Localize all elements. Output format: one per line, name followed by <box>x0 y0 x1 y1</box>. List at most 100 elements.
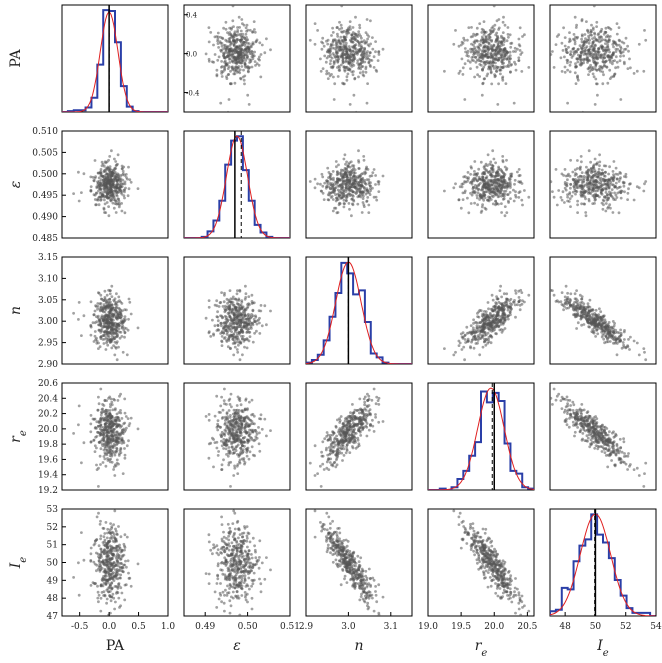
sample-point <box>259 75 263 79</box>
sample-point <box>331 26 334 30</box>
sample-point <box>344 44 348 47</box>
sample-point <box>547 180 550 183</box>
sample-point <box>118 187 122 191</box>
sample-point <box>497 325 500 329</box>
sample-point <box>566 178 569 182</box>
sample-point <box>345 198 348 202</box>
sample-point <box>96 316 100 320</box>
sample-point <box>243 338 247 342</box>
panel-n-vs-ie <box>549 256 657 365</box>
sample-point <box>250 55 254 59</box>
sample-point <box>574 62 577 66</box>
sample-point <box>359 184 363 188</box>
sample-point <box>555 35 559 38</box>
sample-point <box>226 318 230 322</box>
sample-point <box>497 178 501 181</box>
sample-point <box>337 178 341 181</box>
sample-point <box>322 198 326 202</box>
sample-point <box>605 178 609 182</box>
sample-point <box>520 182 524 185</box>
sample-point <box>222 54 225 58</box>
sample-point <box>577 47 580 51</box>
sample-point <box>477 59 481 62</box>
sample-point <box>473 334 476 338</box>
sample-point <box>554 168 558 171</box>
sample-point <box>123 182 127 186</box>
sample-point <box>326 193 330 197</box>
sample-point <box>253 30 257 34</box>
sample-point <box>606 81 610 85</box>
sample-point <box>512 188 515 192</box>
sample-point <box>602 203 605 207</box>
sample-point <box>352 174 355 178</box>
sample-point <box>240 65 244 68</box>
sample-point <box>587 325 591 329</box>
sample-point <box>102 206 106 210</box>
sample-point <box>527 195 531 199</box>
sample-point <box>344 57 348 60</box>
sample-point <box>226 302 229 305</box>
sample-point <box>574 192 577 196</box>
sample-point <box>486 60 489 63</box>
sample-point <box>478 22 482 25</box>
sample-point <box>584 171 588 175</box>
sample-point <box>623 338 626 341</box>
sample-point <box>496 42 500 46</box>
sample-point <box>615 342 619 345</box>
sample-point <box>228 57 232 61</box>
sample-point <box>220 44 224 48</box>
sample-point <box>494 332 497 335</box>
sample-point <box>613 322 616 325</box>
sample-point <box>107 167 111 170</box>
sample-point <box>228 314 232 318</box>
sample-point <box>572 37 575 41</box>
sample-point <box>592 49 596 53</box>
panel-frame <box>549 130 657 239</box>
sample-point <box>347 192 351 196</box>
sample-point <box>356 176 360 180</box>
sample-point <box>483 30 487 34</box>
sample-point <box>115 292 118 296</box>
sample-point <box>484 168 488 172</box>
sample-point <box>226 31 229 34</box>
sample-point <box>560 198 564 202</box>
sample-point <box>242 68 245 72</box>
sample-point <box>611 170 615 173</box>
sample-point <box>483 333 487 337</box>
sample-point <box>230 34 234 38</box>
sample-point <box>495 52 499 56</box>
sample-point <box>243 307 247 311</box>
sample-point <box>475 49 479 53</box>
sample-point <box>103 160 107 164</box>
sample-point <box>622 330 626 334</box>
sample-point <box>477 187 481 191</box>
sample-point <box>348 185 352 189</box>
sample-point <box>99 337 103 340</box>
sample-point <box>358 33 361 36</box>
sample-point <box>466 331 469 335</box>
sample-point <box>517 37 521 41</box>
sample-point <box>228 346 232 350</box>
y-tick-label: 2.90 <box>38 360 58 370</box>
sample-point <box>505 158 508 162</box>
sample-point <box>243 82 246 86</box>
sample-point <box>360 36 363 40</box>
sample-point <box>339 42 343 45</box>
sample-point <box>109 174 113 178</box>
sample-point <box>491 202 495 206</box>
sample-point <box>97 203 101 207</box>
sample-point <box>560 70 564 73</box>
sample-point <box>489 68 493 72</box>
sample-point <box>470 58 474 62</box>
sample-point <box>217 305 221 308</box>
sample-point <box>224 63 228 66</box>
sample-point <box>247 327 251 330</box>
sample-point <box>316 182 319 186</box>
sample-point <box>371 171 375 175</box>
sample-point <box>366 196 370 199</box>
sample-point <box>377 180 381 184</box>
sample-point <box>483 77 486 80</box>
sample-point <box>348 207 351 211</box>
